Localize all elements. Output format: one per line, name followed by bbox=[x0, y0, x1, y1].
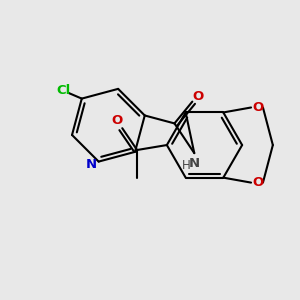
Text: H: H bbox=[182, 158, 191, 172]
Text: N: N bbox=[189, 157, 200, 169]
Text: O: O bbox=[112, 114, 123, 127]
Text: Cl: Cl bbox=[57, 84, 71, 97]
Text: N: N bbox=[86, 158, 97, 171]
Text: O: O bbox=[252, 176, 264, 189]
Text: O: O bbox=[252, 101, 264, 114]
Text: O: O bbox=[193, 90, 204, 103]
